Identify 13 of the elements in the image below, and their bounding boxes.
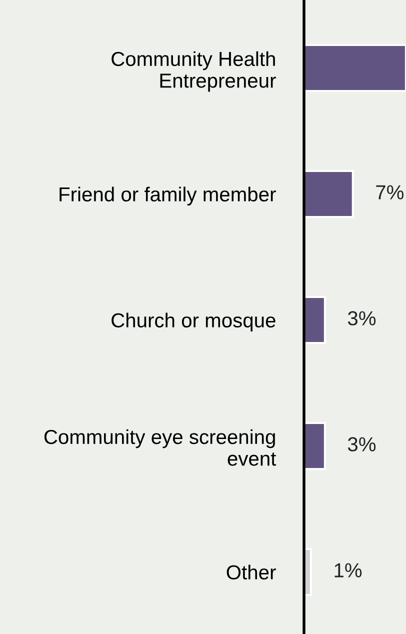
- bar: [304, 422, 326, 470]
- y-tick-label: Friend or family member: [60, 186, 276, 206]
- data-label: 3%: [348, 311, 376, 326]
- y-tick-label: Community eye screening event: [44, 429, 276, 466]
- bar: [304, 296, 326, 344]
- y-tick-label: Other: [226, 564, 276, 580]
- bar: [304, 170, 354, 218]
- data-label: 7%: [376, 185, 404, 200]
- y-tick-label: Church or mosque: [112, 312, 276, 332]
- data-label: 3%: [348, 437, 376, 452]
- y-tick-label: Community Health Entrepreneur: [112, 51, 276, 92]
- data-label: 1%: [334, 563, 362, 578]
- bar: [304, 44, 406, 92]
